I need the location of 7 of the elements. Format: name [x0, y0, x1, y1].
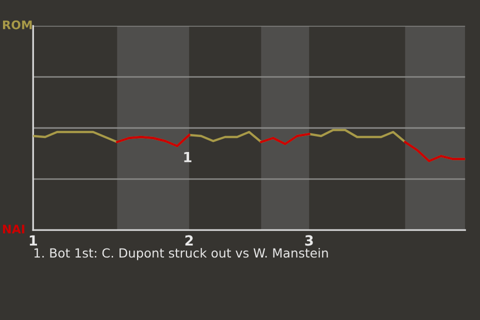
x-tick-label: 3 [305, 235, 313, 246]
x-tick-label: 2 [185, 235, 193, 246]
text: 1. Bot 1st: C. Dupont struck out vs W. Manstein [34, 248, 328, 260]
text: NAI [3, 224, 24, 234]
text: ROM [3, 20, 32, 30]
x-tick-label: 1 [30, 235, 37, 246]
annotation: 1 [184, 152, 192, 162]
